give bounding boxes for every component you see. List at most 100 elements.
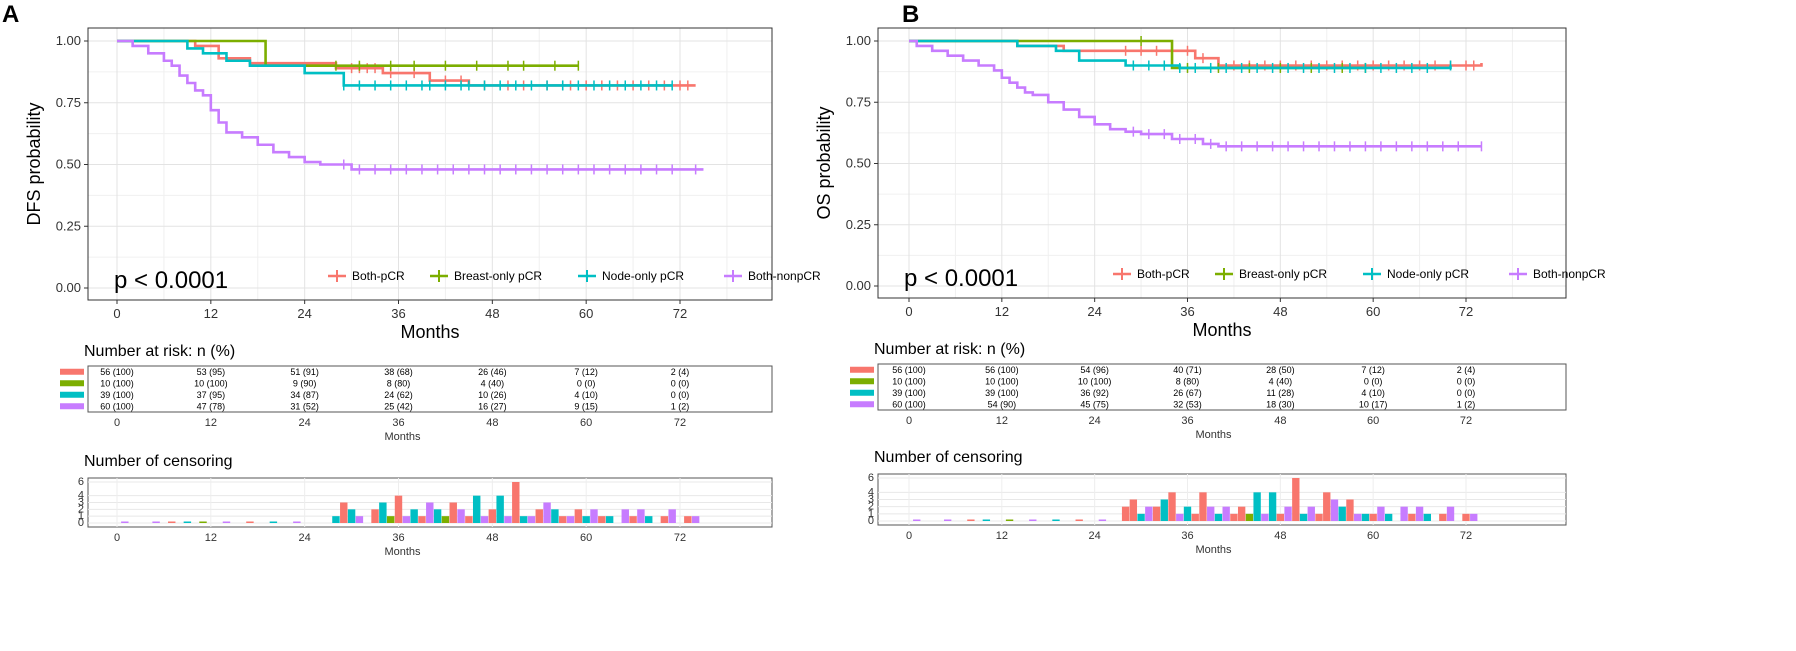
- risk-cell: 45 (75): [1080, 399, 1109, 409]
- risk-cell: 56 (100): [100, 367, 134, 377]
- km-series-both-nonpcr: [117, 39, 704, 175]
- km-curve: [117, 39, 704, 171]
- risk-x-tick-label: 0: [114, 417, 120, 429]
- panel-a: A0 12 24 36 48 60 720.000.250.500.751.00Months…: [2, 1, 821, 558]
- censor-x-tick-label: 36: [392, 532, 404, 544]
- censor-bar: [222, 521, 231, 523]
- censor-bar: [566, 516, 575, 523]
- censor-x-tick-label: 60: [1367, 530, 1379, 542]
- censor-bar: [605, 516, 614, 523]
- risk-cell: 4 (10): [574, 390, 598, 400]
- censor-bar: [402, 516, 411, 523]
- risk-row: 56 (100) 53 (95) 51 (91) 38 (68) 26 (46) 7 (1…: [60, 367, 689, 377]
- y-tick-label: 0.75: [56, 95, 81, 110]
- censor-bar: [574, 509, 583, 523]
- legend-item: Both-nonpCR: [1509, 267, 1606, 281]
- censor-bar: [1152, 506, 1161, 521]
- censor-bar: [1470, 513, 1478, 521]
- y-tick-label: 0.75: [846, 94, 871, 109]
- censor-x-tick-label: 48: [486, 532, 498, 544]
- legend-item: Both-pCR: [1113, 267, 1190, 281]
- censor-bar: [1098, 519, 1107, 521]
- censor-bar: [1284, 506, 1292, 521]
- legend-label: Both-nonpCR: [748, 269, 821, 283]
- risk-x-tick-label: 24: [1089, 415, 1101, 427]
- censor-bar: [426, 502, 434, 523]
- censor-x-tick-label: 36: [1181, 530, 1193, 542]
- risk-cell: 34 (87): [290, 390, 319, 400]
- y-tick-label: 0.25: [56, 218, 81, 233]
- censor-bar: [527, 516, 536, 523]
- censor-bar: [645, 516, 653, 523]
- x-tick-label: 60: [579, 306, 593, 321]
- risk-row: 39 (100) 39 (100) 36 (92) 26 (67) 11 (28) 4 (…: [850, 388, 1475, 398]
- censor-bar: [684, 516, 692, 523]
- censor-y-tick-label: 4: [78, 490, 84, 502]
- censor-y-tick-label: 3: [868, 494, 874, 506]
- legend-label: Node-only pCR: [602, 269, 684, 283]
- censor-bar: [668, 509, 676, 523]
- km-series-breast-only-pcr: [117, 39, 580, 71]
- censor-x-tick-label: 24: [299, 532, 311, 544]
- censor-bar: [1207, 506, 1215, 521]
- risk-cell: 39 (100): [100, 390, 134, 400]
- risk-x-tick-label: 60: [580, 417, 592, 429]
- risk-row-color-key: [850, 389, 874, 396]
- km-series-both-nonpcr: [909, 39, 1483, 152]
- risk-cell: 39 (100): [985, 388, 1019, 398]
- risk-cell: 37 (95): [197, 390, 226, 400]
- censor-bar: [1137, 513, 1145, 521]
- censor-bar: [246, 521, 254, 523]
- risk-row: 10 (100) 10 (100) 10 (100) 8 (80) 4 (40) 0 (0…: [850, 376, 1475, 386]
- risk-cell: 10 (26): [478, 390, 507, 400]
- censor-bar: [1423, 513, 1431, 521]
- censor-bar: [269, 521, 278, 523]
- censor-bar: [121, 521, 129, 523]
- censor-bar: [183, 521, 192, 523]
- risk-x-tick-label: 12: [996, 415, 1008, 427]
- km-series-node-only-pcr: [117, 39, 673, 91]
- x-tick-label: 24: [297, 306, 311, 321]
- censor-bar: [433, 509, 442, 523]
- censor-bar: [465, 516, 473, 523]
- censor-bar: [913, 519, 921, 521]
- censor-x-tick-label: 24: [1089, 530, 1101, 542]
- risk-x-axis-title: Months: [1195, 429, 1232, 441]
- censor-y-tick-label: 0: [78, 517, 84, 529]
- censor-bar: [394, 495, 403, 523]
- risk-cell: 60 (100): [100, 401, 134, 411]
- censor-x-tick-label: 72: [1460, 530, 1472, 542]
- legend-item: Breast-only pCR: [1215, 267, 1327, 281]
- censor-bar: [1214, 513, 1223, 521]
- x-tick-label: 0: [905, 304, 912, 319]
- risk-cell: 47 (78): [197, 401, 226, 411]
- risk-cell: 10 (100): [892, 376, 926, 386]
- censor-bar: [1052, 519, 1060, 521]
- legend: Both-pCR Breast-only pCR Node-only pCR Both…: [328, 269, 821, 283]
- censor-bar: [582, 516, 590, 523]
- censor-bar: [535, 509, 543, 523]
- y-tick-label: 0.25: [846, 217, 871, 232]
- risk-x-tick-label: 48: [1274, 415, 1286, 427]
- censor-bar: [332, 516, 340, 523]
- risk-cell: 40 (71): [1173, 365, 1202, 375]
- censor-bar: [371, 509, 379, 523]
- risk-cell: 4 (40): [481, 378, 505, 388]
- censor-bar: [660, 516, 669, 523]
- y-tick-label: 0.50: [846, 156, 871, 171]
- censor-bar: [512, 482, 520, 523]
- x-axis-title: Months: [1192, 320, 1251, 340]
- censor-bar: [347, 509, 356, 523]
- risk-cell: 39 (100): [892, 388, 926, 398]
- x-tick-label: 12: [995, 304, 1009, 319]
- risk-cell: 7 (12): [1361, 365, 1385, 375]
- risk-cell: 38 (68): [384, 367, 413, 377]
- risk-table: Number at risk: n (%) 56 (100) 53 (95) 51 (…: [60, 343, 773, 443]
- x-tick-label: 48: [1273, 304, 1287, 319]
- censor-bar: [1354, 513, 1362, 521]
- y-tick-label: 0.50: [56, 157, 81, 172]
- censor-bar: [1408, 513, 1416, 521]
- km-curve: [117, 39, 673, 87]
- censor-bar: [1129, 499, 1138, 521]
